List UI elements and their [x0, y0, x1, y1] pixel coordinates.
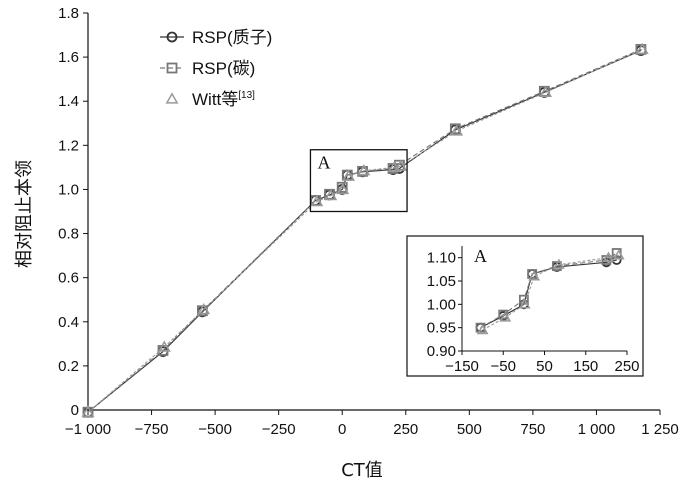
data-point-triangle [342, 169, 356, 181]
x-tick-label: −250 [262, 421, 296, 438]
y-tick-label: 0 [71, 402, 79, 419]
data-point-triangle [394, 159, 408, 171]
inset-x-tick-label: −150 [445, 358, 479, 375]
legend-label: Witt等[13] [192, 90, 255, 109]
y-tick-label: 1.2 [58, 137, 79, 154]
annotation-layer: A [309, 149, 408, 213]
inset-y-tick-label: 1.00 [427, 296, 456, 313]
data-point-triangle [197, 302, 211, 315]
inset-data-point-square [551, 261, 562, 271]
data-point-triangle [324, 188, 338, 201]
legend-marker-square [166, 62, 178, 74]
inset-data-point-square [498, 309, 509, 320]
inset-y-tick-label: 0.95 [427, 320, 456, 337]
inset-x-tick-label: 50 [536, 358, 553, 375]
x-axis-title: CT值 [341, 460, 383, 481]
inset-x-tick-label: 250 [614, 358, 639, 375]
inset-y-tick-label: 0.90 [427, 343, 456, 360]
series-layer [81, 42, 649, 418]
y-tick-label: 1.8 [58, 5, 79, 22]
legend-label-sup: [13] [238, 90, 255, 101]
x-tick-label: −1 000 [65, 421, 111, 438]
data-point-triangle [157, 340, 171, 352]
inset-data-point-triangle [553, 258, 565, 269]
legend-marker-triangle [165, 92, 179, 104]
inset-data-point-square [518, 294, 529, 305]
y-tick-label: 1.4 [58, 93, 79, 110]
inset-series-line-3 [482, 254, 619, 331]
data-point-triangle [357, 164, 371, 176]
annotation-box-label: A [317, 153, 330, 173]
data-point-triangle [450, 124, 464, 136]
y-tick-label: 0.2 [58, 358, 79, 375]
x-tick-label: 250 [393, 421, 418, 438]
inset-chart: −150 −50 50 150 250 0.90 0.95 1.00 1.05 1.10 A [406, 235, 644, 377]
inset-data-point-triangle [476, 323, 489, 335]
inset-y-tick-label: 1.05 [427, 273, 456, 290]
legend: RSP(质子) RSP(碳) Witt等[13] [160, 28, 272, 109]
y-tick-label: 0.4 [58, 314, 79, 331]
x-tick-label: 500 [457, 421, 482, 438]
y-axis-title: 相对阻止本领 [14, 160, 35, 268]
x-tick-label: −750 [135, 421, 169, 438]
y-tick-label: 0.8 [58, 226, 79, 243]
inset-series-line-2 [480, 252, 617, 329]
inset-data-point-triangle [518, 298, 531, 309]
x-tick-label: 0 [338, 421, 346, 438]
inset-data-point-triangle [528, 270, 541, 281]
data-point-triangle [310, 194, 324, 207]
x-tick-label: −500 [198, 421, 232, 438]
y-tick-label: 1.6 [58, 49, 79, 66]
annotation-box [309, 149, 408, 213]
inset-label: A [474, 246, 487, 266]
main-axes: −1 000 −750 −500 −250 0 250 500 750 1 000 1 250 0 0… [58, 5, 679, 438]
inset-data-point-triangle [499, 311, 512, 322]
inset-x-tick-label: 150 [573, 358, 598, 375]
y-tick-label: 0.6 [58, 270, 79, 287]
x-tick-label: 750 [520, 421, 545, 438]
inset-data-point-triangle [612, 249, 625, 260]
x-tick-label: 1 000 [578, 421, 616, 438]
inset-x-tick-label: −50 [491, 358, 516, 375]
legend-label: RSP(碳) [192, 59, 255, 78]
inset-y-tick-label: 1.10 [427, 250, 456, 267]
data-point-square [336, 181, 348, 193]
y-tick-label: 1.0 [58, 181, 79, 198]
inset-data-point-triangle [602, 251, 615, 262]
data-point-triangle [81, 405, 95, 417]
x-tick-label: 1 250 [641, 421, 679, 438]
data-point-triangle [635, 42, 649, 55]
data-point-square [449, 123, 461, 135]
data-point-triangle [336, 182, 350, 195]
data-point-triangle [539, 85, 553, 98]
legend-marker-circle [166, 31, 178, 43]
legend-label: RSP(质子) [192, 28, 272, 47]
